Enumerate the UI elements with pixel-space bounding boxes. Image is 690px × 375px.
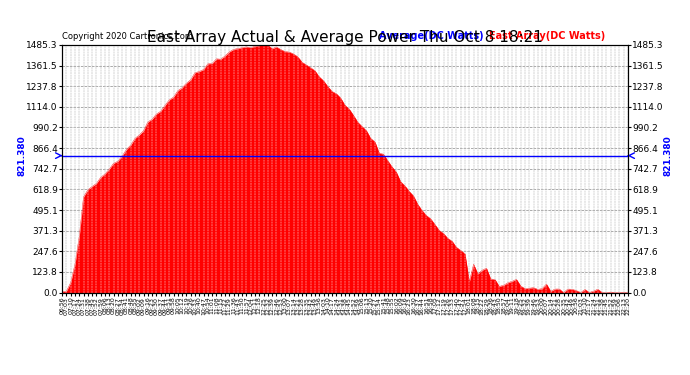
Text: East Array(DC Watts): East Array(DC Watts) — [489, 31, 606, 41]
Text: Average(DC Watts): Average(DC Watts) — [379, 31, 484, 41]
Title: East Array Actual & Average Power Thu Oct 8 18:21: East Array Actual & Average Power Thu Oc… — [147, 30, 543, 45]
Text: 821.380: 821.380 — [18, 135, 27, 176]
Text: 821.380: 821.380 — [663, 135, 672, 176]
Text: Copyright 2020 Cartronics.com: Copyright 2020 Cartronics.com — [62, 32, 193, 41]
